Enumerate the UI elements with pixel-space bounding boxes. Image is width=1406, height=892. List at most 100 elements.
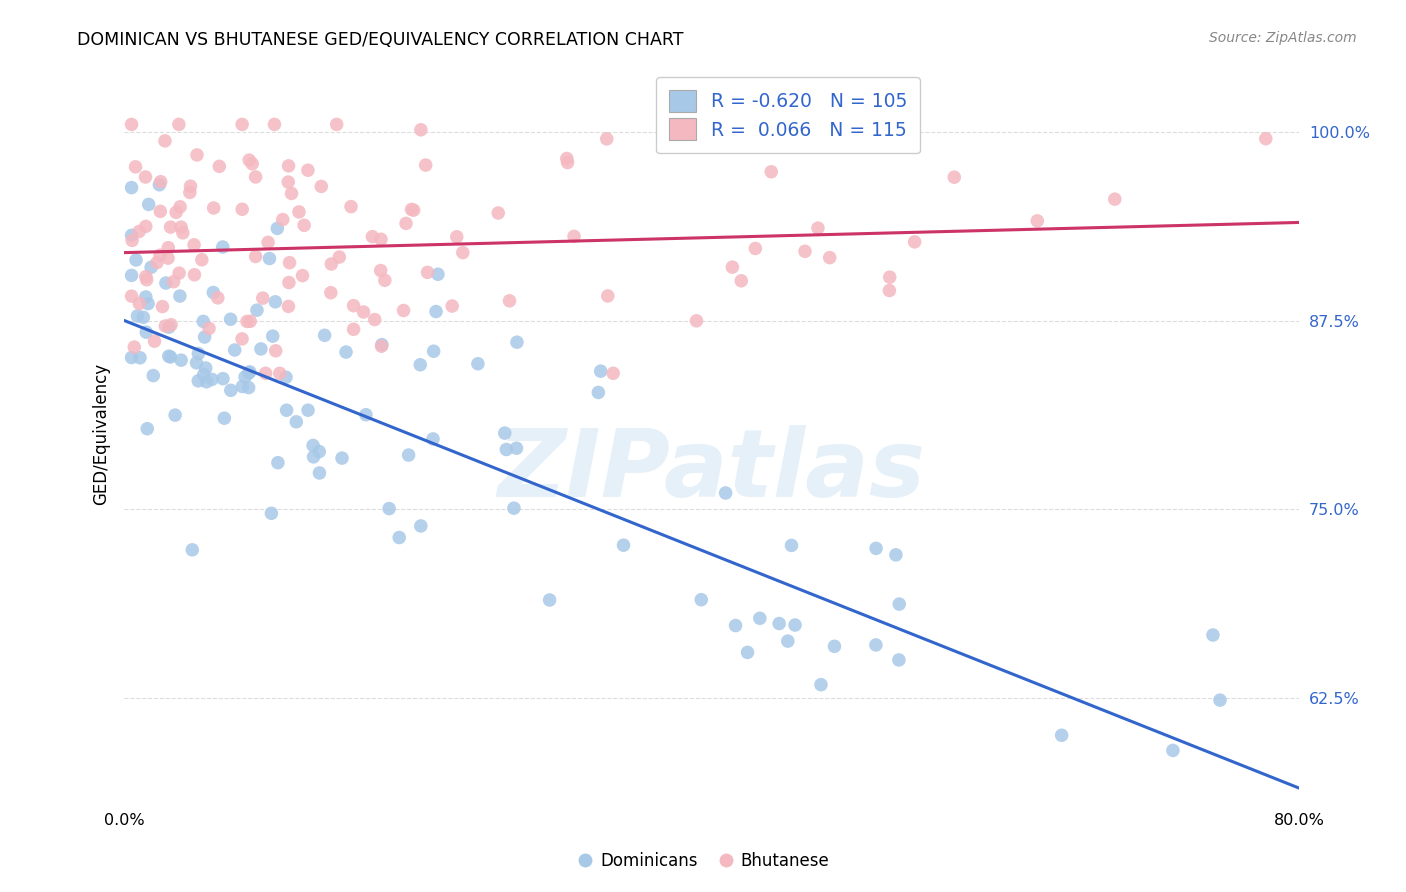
Point [136, 422, 159, 436]
Point [167, 266, 190, 280]
Point [193, 314, 215, 328]
Point [335, 345, 357, 359]
Point [277, 175, 299, 189]
Point [202, 285, 225, 300]
Point [374, 273, 396, 287]
Point [155, 276, 177, 290]
Point [207, 291, 229, 305]
Point [889, 597, 911, 611]
Point [370, 339, 392, 353]
Point [392, 303, 415, 318]
Text: Source: ZipAtlas.com: Source: ZipAtlas.com [1209, 31, 1357, 45]
Point [212, 372, 235, 386]
Point [194, 330, 217, 344]
Point [721, 260, 744, 274]
Point [263, 117, 285, 131]
Point [231, 379, 253, 393]
Point [159, 350, 181, 364]
Point [538, 593, 561, 607]
Point [159, 220, 181, 235]
Point [277, 299, 299, 313]
Point [596, 132, 619, 146]
Point [943, 170, 966, 185]
Point [202, 201, 225, 215]
Point [361, 229, 384, 244]
Point [278, 255, 301, 269]
Point [162, 275, 184, 289]
Point [887, 653, 910, 667]
Point [219, 312, 242, 326]
Point [233, 370, 256, 384]
Point [238, 153, 260, 167]
Point [325, 117, 347, 131]
Point [370, 232, 392, 246]
Point [254, 366, 277, 380]
Point [264, 294, 287, 309]
Point [297, 403, 319, 417]
Point [285, 415, 308, 429]
Point [503, 501, 526, 516]
Point [596, 289, 619, 303]
Point [169, 289, 191, 303]
Point [231, 332, 253, 346]
Point [149, 175, 172, 189]
Point [179, 186, 201, 200]
Point [274, 370, 297, 384]
Point [142, 368, 165, 383]
Point [134, 169, 156, 184]
Point [824, 640, 846, 654]
Point [211, 240, 233, 254]
Point [231, 117, 253, 131]
Point [165, 205, 187, 219]
Point [280, 186, 302, 201]
Point [264, 343, 287, 358]
Point [152, 300, 174, 314]
Point [451, 245, 474, 260]
Point [783, 618, 806, 632]
Point [401, 202, 423, 217]
Point [311, 179, 333, 194]
Point [308, 444, 330, 458]
Point [245, 169, 267, 184]
Point [135, 325, 157, 339]
Point [157, 320, 180, 334]
Point [690, 592, 713, 607]
Point [121, 234, 143, 248]
Point [780, 538, 803, 552]
Point [354, 408, 377, 422]
Point [776, 634, 799, 648]
Point [409, 519, 432, 533]
Point [259, 252, 281, 266]
Point [498, 293, 520, 308]
Point [865, 541, 887, 556]
Point [446, 229, 468, 244]
Point [1161, 743, 1184, 757]
Point [737, 645, 759, 659]
Point [271, 212, 294, 227]
Point [879, 284, 901, 298]
Text: DOMINICAN VS BHUTANESE GED/EQUIVALENCY CORRELATION CHART: DOMINICAN VS BHUTANESE GED/EQUIVALENCY C… [77, 31, 683, 49]
Point [148, 178, 170, 192]
Point [1050, 728, 1073, 742]
Point [724, 618, 747, 632]
Point [378, 501, 401, 516]
Point [557, 155, 579, 169]
Point [239, 314, 262, 328]
Point [506, 335, 529, 350]
Point [302, 438, 325, 452]
Point [135, 219, 157, 234]
Point [183, 237, 205, 252]
Point [409, 122, 432, 136]
Point [342, 299, 364, 313]
Point [330, 451, 353, 466]
Point [761, 165, 783, 179]
Point [402, 203, 425, 218]
Point [441, 299, 464, 313]
Point [467, 357, 489, 371]
Point [194, 361, 217, 376]
Point [388, 531, 411, 545]
Point [291, 268, 314, 283]
Point [219, 384, 242, 398]
Point [884, 548, 907, 562]
Point [121, 268, 143, 283]
